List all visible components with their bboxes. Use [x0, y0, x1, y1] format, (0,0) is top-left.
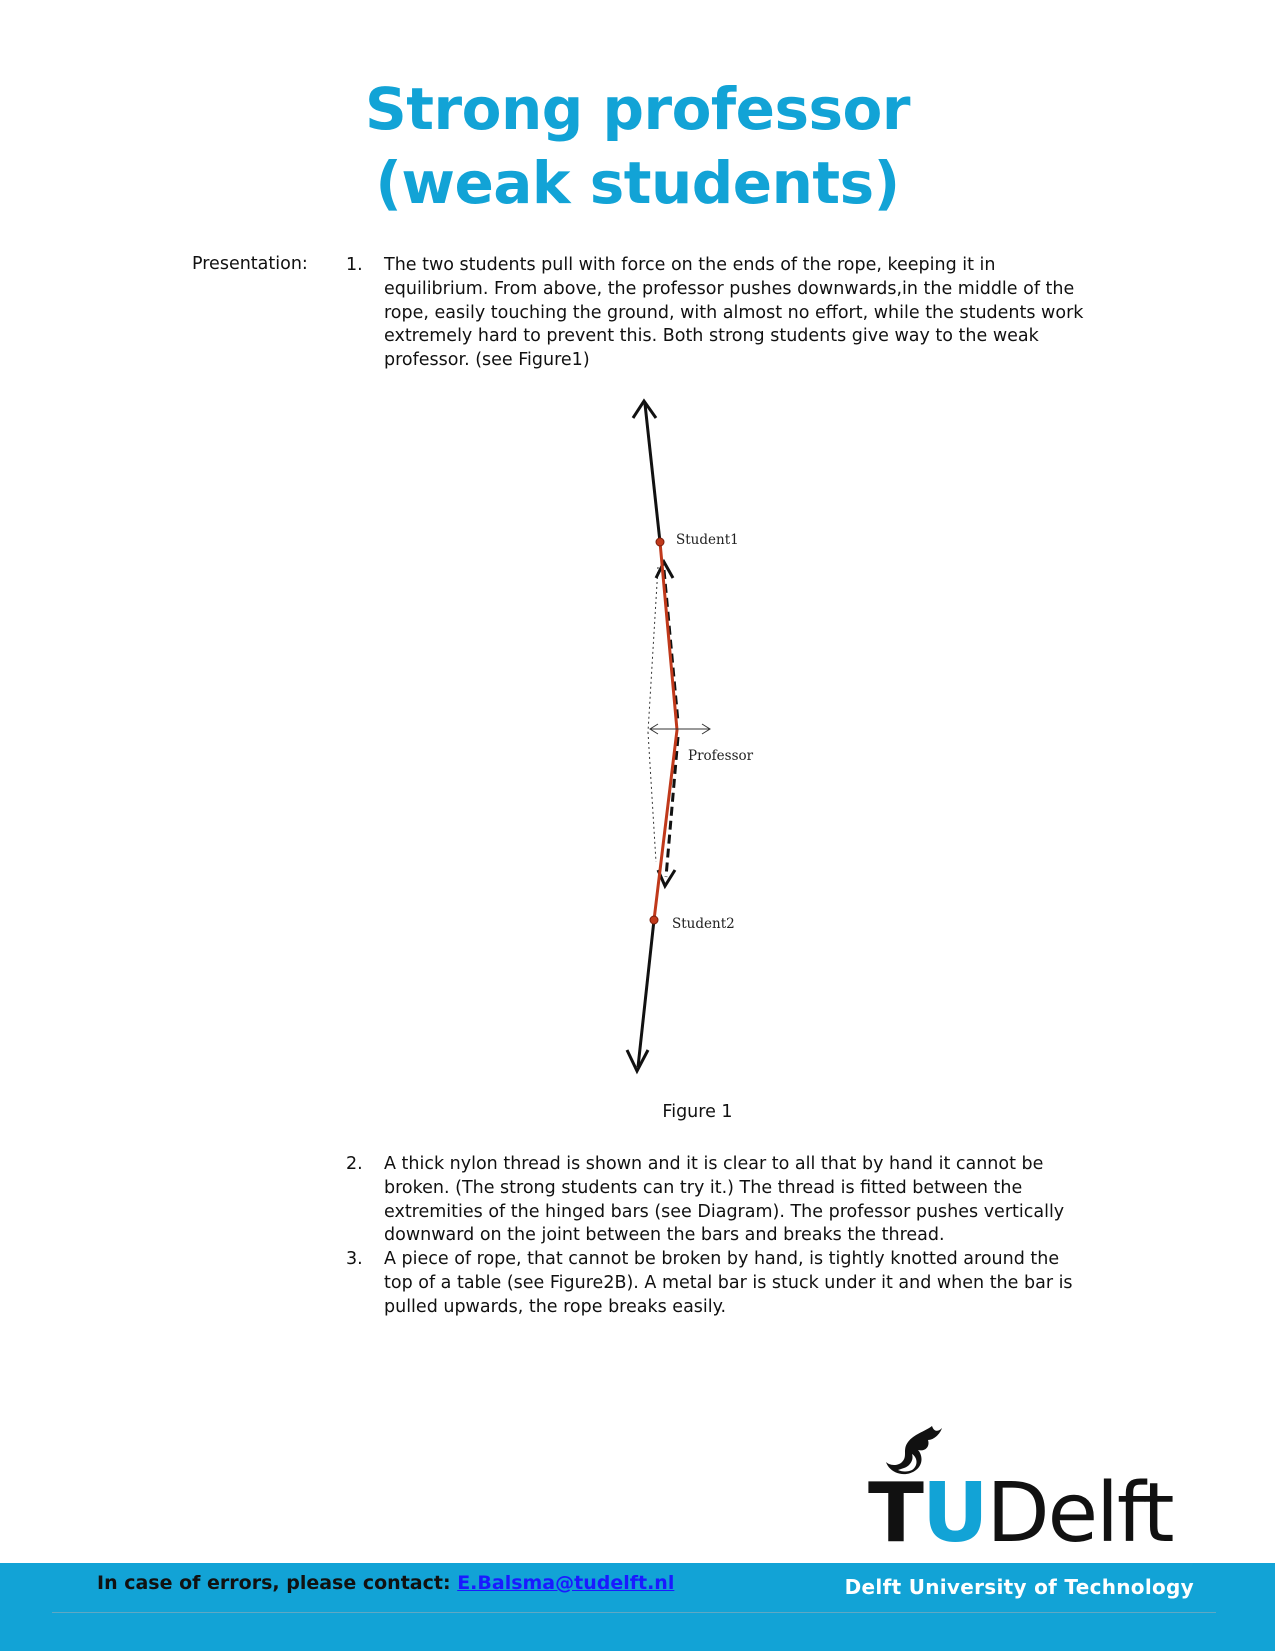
- rope-upper-line: [643, 403, 662, 543]
- dotted-rope-upper: [647, 566, 659, 733]
- logo-wordmark: TUDelft: [868, 1466, 1175, 1562]
- professor-label: Professor: [688, 748, 754, 764]
- bottom-arrowhead: [625, 1049, 650, 1075]
- rope-red: [652, 541, 679, 921]
- item-number: 3.: [346, 1249, 363, 1270]
- logo-t: T: [868, 1466, 924, 1561]
- logo-delft: Delft: [986, 1466, 1175, 1561]
- student2-point: [649, 915, 659, 925]
- item-text: The two students pull with force on the …: [384, 255, 1084, 371]
- item-number: 1.: [346, 255, 363, 275]
- contact-line: In case of errors, please contact: E.Bal…: [97, 1572, 674, 1594]
- item-number: 2.: [346, 1154, 363, 1174]
- item-text: A thick nylon thread is shown and it is …: [384, 1154, 1065, 1246]
- footer-bar: [0, 1563, 1275, 1651]
- item-list-1: 1. The two students pull with force on t…: [346, 254, 1086, 373]
- item-text: A piece of rope, that cannot be broken b…: [384, 1249, 1073, 1317]
- list-item: 1. The two students pull with force on t…: [346, 254, 1086, 373]
- item-list-2: 2. A thick nylon thread is shown and it …: [346, 1153, 1086, 1320]
- figure-caption: Figure 1: [662, 1102, 733, 1122]
- dotted-rope-lower: [647, 731, 657, 863]
- student2-label: Student2: [672, 916, 735, 932]
- upper-dashed-arrowhead: [654, 558, 675, 579]
- figure-1-diagram: Student1 Professor Student2: [625, 398, 754, 1075]
- top-arrowhead: [631, 398, 658, 419]
- logo-u: U: [921, 1466, 989, 1561]
- university-name: Delft University of Technology: [844, 1575, 1194, 1599]
- title-line-1: Strong professor: [365, 75, 910, 143]
- flame-icon: [886, 1426, 942, 1475]
- footer-divider: [52, 1612, 1216, 1613]
- title-line-2: (weak students): [375, 149, 900, 217]
- list-item: 2. A thick nylon thread is shown and it …: [346, 1153, 1086, 1248]
- list-item: 3. A piece of rope, that cannot be broke…: [346, 1248, 1086, 1319]
- student1-label: Student1: [676, 532, 739, 548]
- contact-email-link[interactable]: E.Balsma@tudelft.nl: [457, 1572, 675, 1594]
- page-title: Strong professor (weak students): [0, 72, 1275, 220]
- rope-lower-line: [636, 919, 656, 1068]
- contact-prefix: In case of errors, please contact:: [97, 1572, 451, 1594]
- tudelft-logo: TUDelft: [868, 1424, 1188, 1564]
- presentation-label: Presentation:: [192, 254, 308, 274]
- dashed-arrow-upper: [662, 569, 680, 723]
- student1-point: [655, 537, 665, 547]
- dashed-arrow-lower: [664, 736, 680, 878]
